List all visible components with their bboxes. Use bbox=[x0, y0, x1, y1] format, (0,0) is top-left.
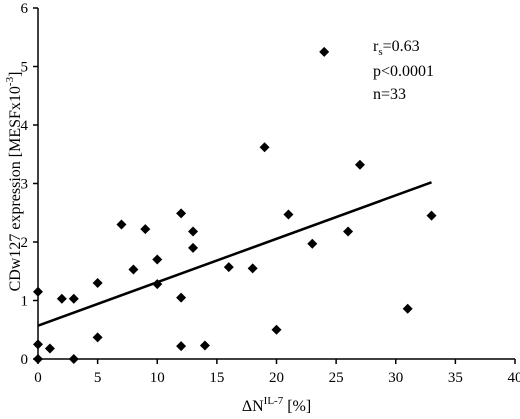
data-point bbox=[176, 208, 187, 219]
y-tick-label: 2 bbox=[21, 235, 29, 251]
data-point bbox=[33, 354, 43, 364]
data-point bbox=[152, 254, 163, 265]
x-tick-label: 35 bbox=[448, 370, 463, 386]
data-point bbox=[223, 262, 234, 273]
x-tick-label: 10 bbox=[150, 370, 165, 386]
data-point bbox=[33, 339, 43, 350]
data-point bbox=[176, 292, 187, 303]
data-point bbox=[259, 142, 270, 153]
y-axis-title-end: ] bbox=[7, 72, 24, 77]
annotation-p: p<0.0001 bbox=[373, 63, 434, 80]
data-point bbox=[44, 343, 55, 354]
x-tick-label: 30 bbox=[388, 370, 403, 386]
x-tick-label: 40 bbox=[508, 370, 520, 386]
y-tick-label: 5 bbox=[21, 60, 29, 76]
data-point bbox=[247, 263, 258, 274]
data-point bbox=[68, 354, 79, 364]
data-point bbox=[188, 226, 199, 237]
y-tick-label: 3 bbox=[21, 177, 29, 193]
annotation-r-subscript: s bbox=[378, 46, 382, 58]
x-tick-label: 20 bbox=[269, 370, 284, 386]
data-point bbox=[116, 219, 127, 230]
stats-annotation: rs=0.63 p<0.0001 n=33 bbox=[373, 38, 434, 103]
data-point bbox=[140, 224, 151, 235]
data-point bbox=[33, 286, 43, 297]
data-point bbox=[354, 159, 365, 170]
y-tick-label: 6 bbox=[21, 1, 29, 17]
x-axis-title-superscript: IL-7 bbox=[264, 395, 284, 407]
data-point bbox=[152, 279, 163, 290]
data-point bbox=[271, 324, 282, 335]
annotation-rs: rs=0.63 bbox=[373, 38, 420, 58]
data-point bbox=[176, 341, 187, 352]
annotation-r-value: =0.63 bbox=[383, 38, 420, 55]
y-axis-ticks: 0 1 2 3 4 5 6 bbox=[21, 1, 38, 368]
data-points bbox=[33, 46, 437, 364]
x-axis-title: ΔNIL-7 [%] bbox=[242, 395, 311, 415]
data-point bbox=[402, 303, 413, 314]
data-point bbox=[188, 242, 199, 253]
y-tick-label: 0 bbox=[21, 352, 29, 368]
data-point bbox=[319, 46, 330, 57]
data-point bbox=[343, 226, 354, 237]
data-point bbox=[128, 264, 139, 275]
data-point bbox=[199, 340, 210, 351]
data-point bbox=[68, 293, 79, 304]
annotation-r-main: r bbox=[373, 38, 379, 55]
data-point bbox=[283, 209, 294, 220]
trend-line bbox=[37, 181, 432, 327]
data-point bbox=[92, 277, 103, 288]
x-tick-label: 5 bbox=[94, 370, 102, 386]
y-axis-title: CDw127 expression [MESFx10-3] bbox=[4, 72, 24, 292]
x-axis-ticks: 0 5 10 15 20 25 30 35 40 bbox=[34, 359, 520, 386]
y-tick-label: 4 bbox=[21, 118, 29, 134]
axes bbox=[37, 8, 515, 360]
y-axis-title-superscript: -3 bbox=[4, 76, 16, 86]
data-point bbox=[426, 210, 437, 221]
annotation-n: n=33 bbox=[373, 86, 406, 103]
data-point bbox=[307, 238, 318, 249]
data-point bbox=[56, 293, 67, 304]
x-axis-title-unit: [%] bbox=[283, 398, 311, 415]
x-tick-label: 0 bbox=[34, 370, 42, 386]
y-axis-title-main: CDw127 expression [MESFx10 bbox=[7, 86, 24, 291]
y-tick-label: 1 bbox=[21, 294, 29, 310]
x-tick-label: 15 bbox=[209, 370, 224, 386]
x-tick-label: 25 bbox=[329, 370, 344, 386]
x-axis-title-main: ΔN bbox=[242, 398, 264, 415]
data-point bbox=[92, 332, 103, 343]
